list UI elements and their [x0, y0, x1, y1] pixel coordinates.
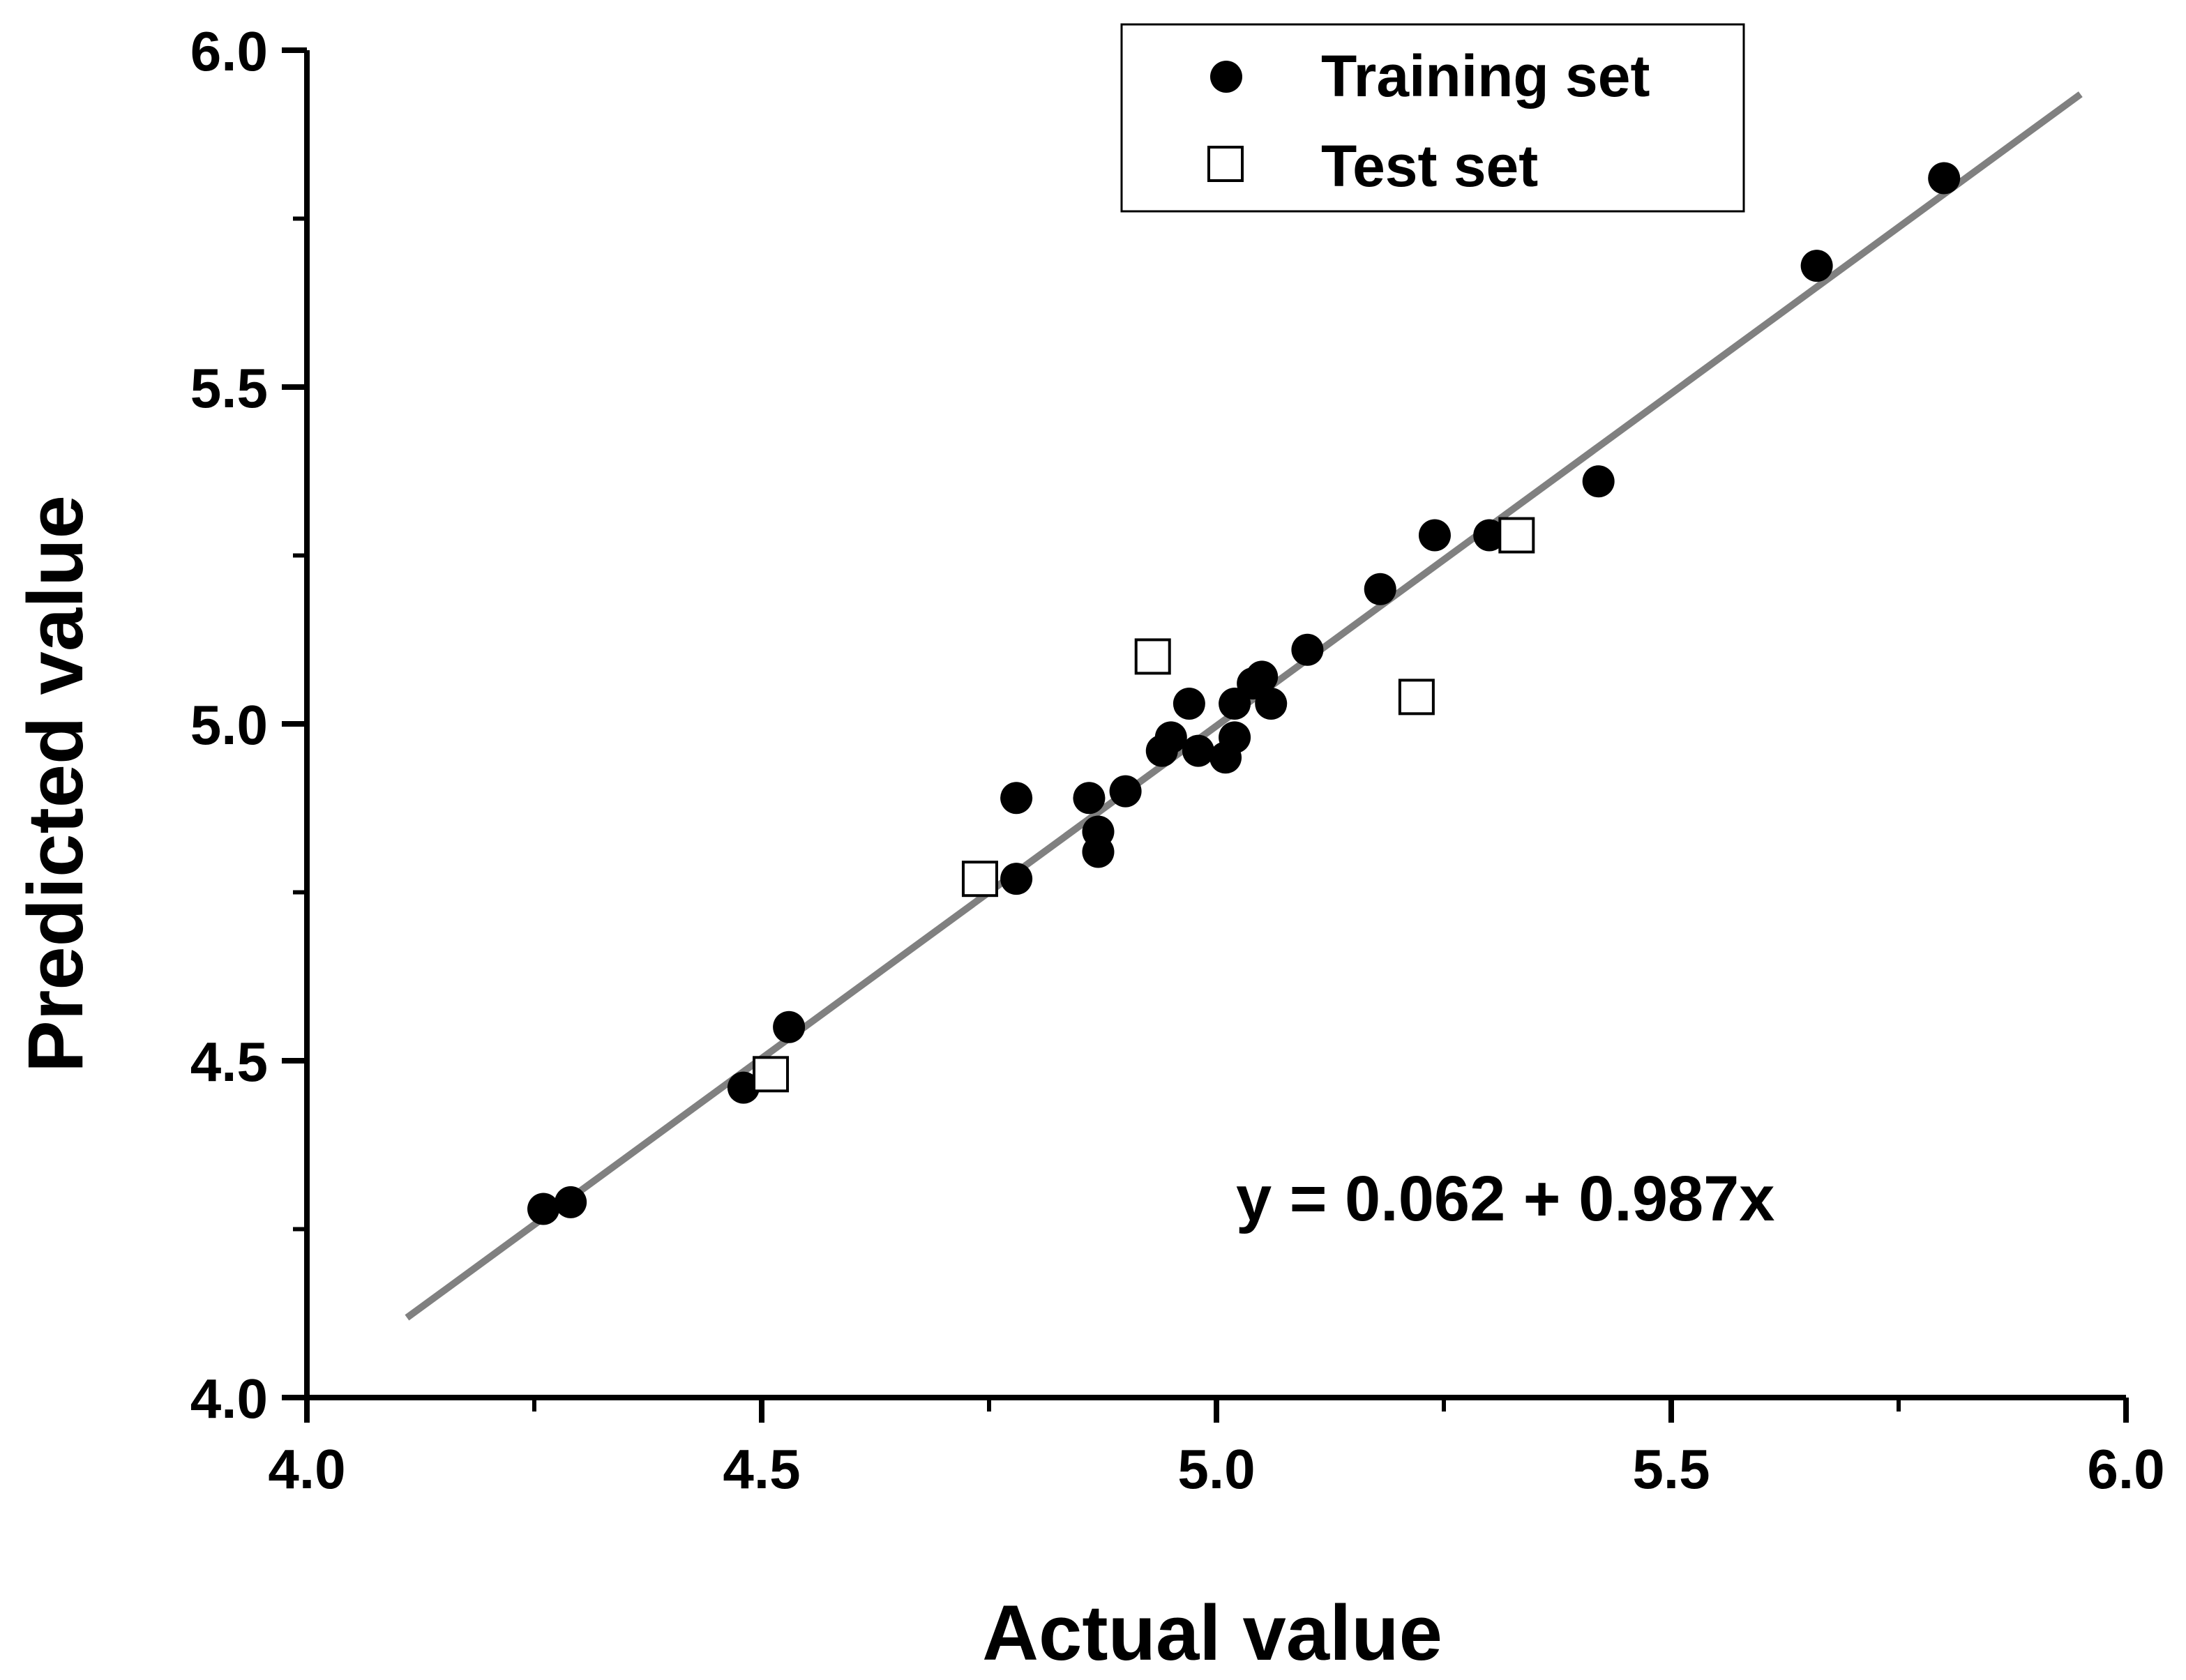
training-point [1364, 573, 1396, 605]
legend-box [1120, 23, 1745, 213]
training-point [1418, 519, 1451, 552]
y-axis-title: Predicted value [12, 495, 99, 1073]
data-points [527, 162, 1961, 1225]
y-tick-label: 5.5 [190, 357, 268, 419]
training-point [527, 1193, 560, 1225]
training-point [1182, 734, 1214, 767]
y-tick-label: 6.0 [190, 20, 268, 82]
training-point [1219, 721, 1251, 754]
x-tick-label: 4.5 [723, 1438, 800, 1500]
training-point [1000, 782, 1033, 815]
training-point [555, 1186, 587, 1218]
training-point [1173, 688, 1205, 720]
training-point [1082, 815, 1115, 848]
axes: 4.0 4.5 5.0 5.5 6.0 4.0 4.5 5.0 5.5 6.0 [190, 20, 2165, 1500]
y-tick-label: 4.5 [190, 1031, 268, 1093]
legend-label-test-set: Test set [1321, 133, 1538, 199]
training-point [1109, 775, 1142, 808]
y-tick-label: 5.0 [190, 694, 268, 756]
test-point [1398, 679, 1435, 716]
training-point [727, 1071, 760, 1104]
test-point [1498, 517, 1535, 554]
training-point [1000, 863, 1033, 895]
training-point [1928, 162, 1961, 195]
training-point [773, 1011, 806, 1043]
x-axis-title: Actual value [982, 1589, 1442, 1677]
legend-marker-training-set [1210, 61, 1242, 93]
training-point [1473, 519, 1506, 552]
training-point [1582, 465, 1615, 498]
training-point [1073, 782, 1106, 815]
training-point [1800, 250, 1833, 282]
x-tick-label: 5.5 [1632, 1438, 1710, 1500]
training-point [1291, 633, 1324, 666]
legend-label-training-set: Training set [1321, 43, 1650, 109]
x-tick-label: 6.0 [2087, 1438, 2164, 1500]
y-tick-label: 4.0 [190, 1368, 268, 1430]
legend: Training set Test set [1120, 23, 1745, 213]
regression-equation: y = 0.062 + 0.987x [1236, 1163, 1774, 1234]
training-point [1246, 660, 1279, 693]
test-point [961, 861, 998, 898]
test-point [753, 1056, 790, 1093]
x-tick-label: 5.0 [1177, 1438, 1255, 1500]
test-point [1134, 638, 1171, 675]
training-point [1255, 688, 1288, 720]
training-point [1154, 721, 1187, 754]
x-tick-label: 4.0 [268, 1438, 345, 1500]
legend-marker-test-set [1207, 146, 1244, 182]
